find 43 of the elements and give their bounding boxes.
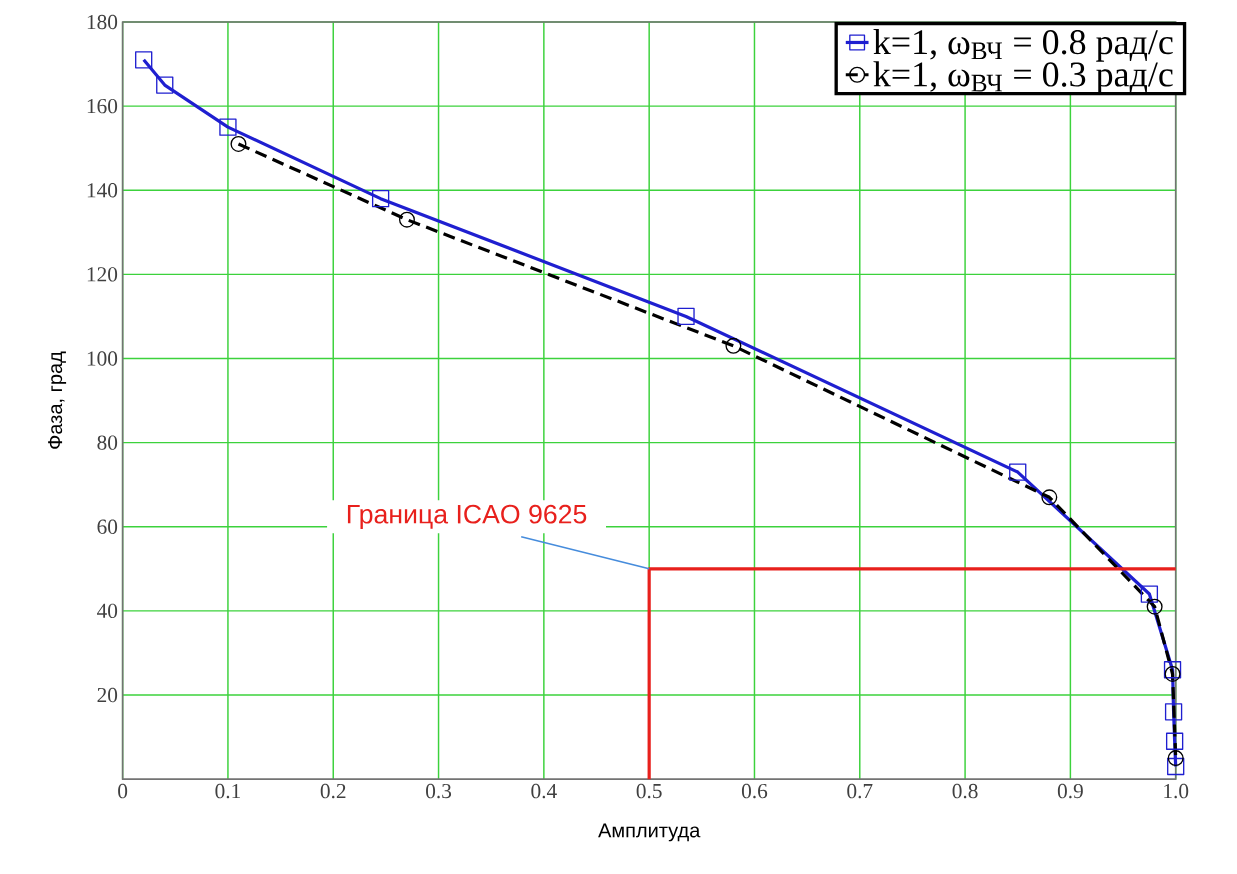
y-tick-label: 160 bbox=[87, 99, 118, 114]
y-tick-label: 20 bbox=[97, 687, 118, 703]
y-tick-label: 120 bbox=[87, 267, 118, 282]
y-tick-label: 180 bbox=[87, 14, 118, 30]
x-tick-label: 0.2 bbox=[320, 783, 346, 799]
x-tick-label: 0.3 bbox=[426, 783, 452, 799]
x-tick-label: 0.8 bbox=[952, 783, 978, 799]
point bbox=[1164, 703, 1183, 721]
x-tick-label: 0.4 bbox=[531, 783, 557, 799]
point bbox=[1041, 489, 1058, 506]
point bbox=[1146, 598, 1163, 615]
point bbox=[371, 190, 390, 208]
legend-label: k=1, ω$_{ВЧ}$ = 0.8 рад/с bbox=[873, 29, 1173, 62]
y-tick-label: 140 bbox=[87, 183, 118, 198]
point bbox=[135, 51, 153, 69]
point bbox=[1163, 661, 1182, 679]
x-tick-label: 1.0 bbox=[1164, 783, 1189, 799]
y-axis-title: Фаза, град bbox=[48, 351, 67, 449]
point bbox=[725, 337, 742, 354]
point bbox=[1165, 732, 1184, 751]
point bbox=[230, 136, 247, 153]
x-axis-title: Амплитуда bbox=[598, 823, 701, 842]
x-tick-label: 0.5 bbox=[636, 783, 662, 799]
x-tick-label: 0.7 bbox=[847, 783, 873, 799]
x-tick-label: 0.6 bbox=[741, 783, 768, 799]
point bbox=[1009, 463, 1027, 481]
point bbox=[1167, 750, 1184, 767]
point bbox=[677, 307, 695, 326]
y-tick-label: 100 bbox=[87, 351, 118, 366]
x-tick-label: 0.9 bbox=[1057, 783, 1083, 799]
y-tick-label: 80 bbox=[97, 435, 118, 450]
point bbox=[1167, 757, 1185, 776]
point bbox=[1140, 585, 1159, 603]
y-tick-label: 60 bbox=[97, 519, 118, 535]
legend-label: k=1, ω$_{ВЧ}$ = 0.3 рад/с bbox=[873, 61, 1173, 95]
point bbox=[398, 211, 415, 228]
annotation: Граница ICAO 9625 bbox=[347, 504, 587, 530]
point bbox=[1164, 666, 1181, 683]
y-tick-label: 40 bbox=[97, 603, 118, 619]
x-tick-label: 0.1 bbox=[215, 783, 240, 799]
x-tick-label: 0 bbox=[118, 783, 128, 799]
point bbox=[219, 118, 237, 136]
point bbox=[156, 76, 174, 94]
